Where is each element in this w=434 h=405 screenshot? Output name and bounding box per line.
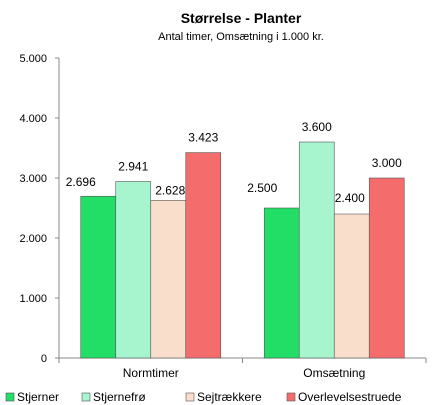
legend-label: Stjerner [17,390,59,404]
bar [80,195,117,359]
legend-swatch [185,392,195,402]
legend-label: Stjernefrø [93,390,146,404]
y-tick-label: 0 [41,353,47,365]
bar [150,200,187,359]
bar [115,181,152,359]
x-category-label: Omsætning [303,366,365,380]
y-tick-label: 1.000 [19,293,47,305]
bar [185,152,222,359]
x-category-label: Normtimer [123,366,179,380]
data-label: 3.600 [302,120,332,134]
axes: 0 1.000 2.000 3.000 4.000 5.000 Normtimer Omsæt… [19,53,427,380]
data-label: 2.628 [155,183,185,197]
data-label: 2.500 [247,181,277,195]
chart-subtitle: Antal timer, Omsætning i 1.000 kr. [158,31,324,43]
legend-swatch [81,392,91,402]
legend-swatch [5,392,15,402]
y-tick-label: 2.000 [19,233,47,245]
bar [368,177,405,359]
legend-swatch [286,392,296,402]
bar [263,207,300,359]
legend-label: Overlevelsestruede [298,390,402,404]
bar [298,141,335,359]
bar [333,213,370,359]
legend: Stjerner Stjernefrø Sejtrækkere Overlevelse… [5,390,402,404]
y-tick-label: 3.000 [19,173,47,185]
data-label: 3.423 [188,131,218,145]
data-label: 2.400 [335,191,365,205]
data-label: 3.000 [372,156,402,170]
y-tick-label: 4.000 [19,113,47,125]
chart-title: Størrelse - Planter [181,10,302,26]
y-tick-label: 5.000 [19,53,47,65]
legend-label: Sejtrækkere [197,390,262,404]
bars-group: 2.696 2.941 2.628 3.423 2.500 3.600 2.400 3.000 [66,120,405,359]
data-label: 2.941 [118,160,148,174]
data-label: 2.696 [66,175,96,189]
